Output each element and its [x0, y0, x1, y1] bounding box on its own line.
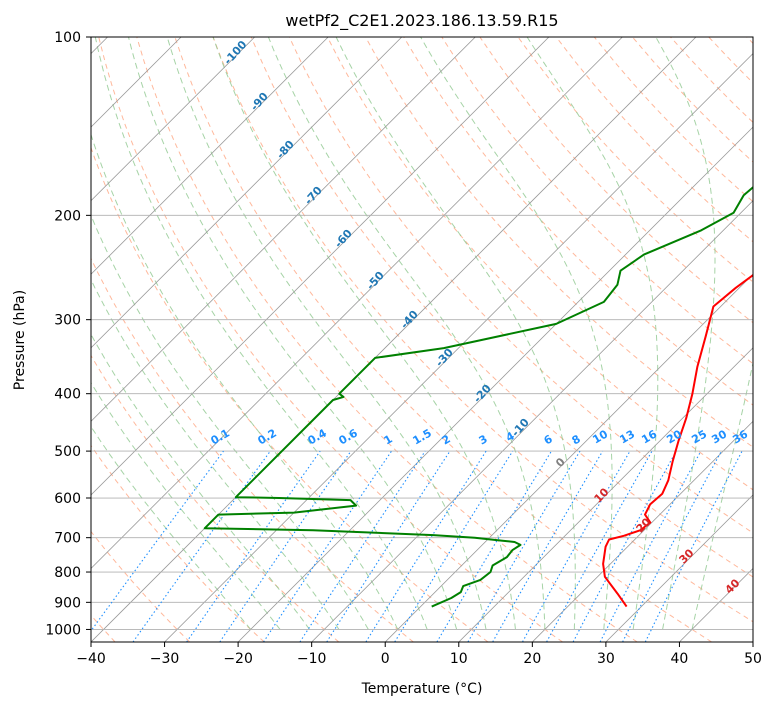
x-tick-label: 0 — [381, 651, 390, 667]
dry-adiabat-line-24 — [747, 37, 775, 642]
x-tick-label: −40 — [76, 651, 106, 667]
mixing-ratio-line-10 — [468, 451, 580, 642]
temperature-profile-line — [603, 37, 775, 607]
chart-title: wetPf2_C2E1.2023.186.13.59.R15 — [285, 11, 558, 31]
y-axis-title: Pressure (hPa) — [12, 290, 28, 390]
mixing-ratio-lines — [83, 451, 742, 642]
mixing-ratio-line-17 — [645, 451, 742, 642]
isotherm-line-17 — [459, 37, 775, 642]
mixing-ratio-label: 0.1 — [209, 426, 232, 447]
mixing-ratio-line-9 — [437, 451, 552, 642]
dry-adiabat-label: -90 — [248, 90, 271, 114]
x-tick-label: 10 — [450, 651, 468, 667]
mixing-ratio-label: 0.2 — [256, 426, 279, 447]
mixing-ratio-line-7 — [366, 451, 486, 642]
isotherm-line-14 — [238, 37, 775, 642]
y-tick-label: 200 — [54, 208, 81, 224]
dry-adiabat-line-23 — [709, 37, 775, 642]
mixing-ratio-label: 0.4 — [306, 426, 330, 447]
mixing-ratio-line-15 — [600, 451, 701, 642]
y-tick-label: 700 — [54, 531, 81, 547]
mixing-ratio-label: 25 — [689, 428, 709, 447]
dry-adiabat-line-3 — [0, 37, 264, 642]
dry-adiabat-label: -50 — [364, 269, 387, 293]
mixing-ratio-line-0 — [83, 451, 224, 642]
isotherm-line-18 — [532, 37, 775, 642]
pressure-gridlines — [91, 37, 753, 629]
x-axis-ticks: −40 −30 −20 −10 0 10 20 30 40 50 — [76, 642, 762, 667]
dry-adiabats — [0, 37, 775, 642]
moist-adiabat-line-1 — [0, 37, 280, 629]
moist-adiabats — [0, 37, 775, 629]
dry-adiabat-line-13 — [327, 37, 775, 642]
mixing-ratio-label: 6 — [542, 432, 555, 447]
dry-adiabat-line-21 — [632, 37, 775, 642]
moist-adiabat-line-7 — [129, 37, 457, 629]
isotherms — [0, 37, 775, 642]
y-tick-label: 100 — [54, 30, 81, 46]
isotherm-line-11 — [17, 37, 622, 642]
isotherm-line-20 — [679, 37, 775, 642]
mixing-ratio-line-6 — [327, 451, 450, 642]
moist-adiabat-line-2 — [0, 37, 310, 629]
plot-area — [0, 37, 775, 642]
mixing-ratio-label: 30 — [709, 427, 729, 446]
y-tick-label: 900 — [54, 595, 81, 611]
mixing-ratio-label: 1.5 — [411, 426, 434, 447]
x-tick-label: −10 — [297, 651, 327, 667]
dry-adiabat-label: -100 — [221, 38, 249, 67]
moist-adiabat-label: 30 — [677, 546, 697, 566]
dry-adiabat-line-6 — [61, 37, 489, 642]
moist-adiabat-line-11 — [336, 37, 575, 629]
x-axis-title: Temperature (°C) — [361, 681, 483, 697]
dry-adiabat-label: -40 — [398, 308, 421, 332]
x-tick-label: 40 — [671, 651, 689, 667]
dry-adiabat-label: -20 — [471, 382, 494, 406]
dry-adiabat-label: -60 — [332, 227, 355, 251]
mixing-ratio-line-5 — [300, 451, 425, 642]
isotherm-line-8 — [0, 37, 402, 642]
dry-adiabat-label: -80 — [274, 138, 297, 162]
mixing-ratio-label: 10 — [590, 427, 610, 446]
dry-adiabat-line-17 — [480, 37, 775, 642]
mixing-ratio-label: 8 — [570, 432, 583, 447]
y-tick-label: 300 — [54, 313, 81, 329]
moist-adiabat-line-15 — [692, 37, 775, 629]
mixing-ratio-line-4 — [264, 451, 392, 642]
moist-adiabat-line-4 — [41, 37, 369, 629]
y-tick-label: 800 — [54, 565, 81, 581]
mixing-ratio-line-13 — [547, 451, 652, 642]
y-tick-label: 500 — [54, 444, 81, 460]
dry-adiabat-line-16 — [442, 37, 775, 642]
y-axis-ticks: 100 200 300 400 500 600 700 800 900 1000 — [45, 30, 91, 638]
dry-adiabat-line-5 — [22, 37, 413, 642]
mixing-ratio-label: 0.6 — [337, 426, 361, 447]
mixing-ratio-label: 13 — [617, 428, 637, 447]
x-tick-label: −30 — [150, 651, 180, 667]
y-tick-label: 600 — [54, 491, 81, 507]
moist-adiabat-label: 40 — [723, 576, 743, 596]
moist-adiabat-line-6 — [95, 37, 427, 629]
mixing-ratio-label: 1 — [382, 432, 395, 447]
dry-adiabat-line-15 — [404, 37, 775, 642]
moist-adiabat-line-9 — [213, 37, 515, 629]
dry-adiabat-line-2 — [0, 37, 190, 642]
isotherm-line-13 — [165, 37, 770, 642]
isotherm-line-16 — [385, 37, 775, 642]
x-tick-label: 50 — [744, 651, 762, 667]
mixing-ratio-label: 3 — [477, 432, 490, 447]
x-tick-label: −20 — [223, 651, 253, 667]
x-tick-label: 30 — [597, 651, 615, 667]
dry-adiabat-label: -70 — [302, 184, 325, 208]
mixing-ratio-line-14 — [573, 451, 676, 642]
isotherm-line-21 — [753, 37, 775, 642]
dry-adiabat-line-19 — [556, 37, 775, 642]
dry-adiabat-line-4 — [0, 37, 339, 642]
y-tick-label: 400 — [54, 387, 81, 403]
y-tick-label: 1000 — [45, 622, 81, 638]
x-tick-label: 20 — [523, 651, 541, 667]
